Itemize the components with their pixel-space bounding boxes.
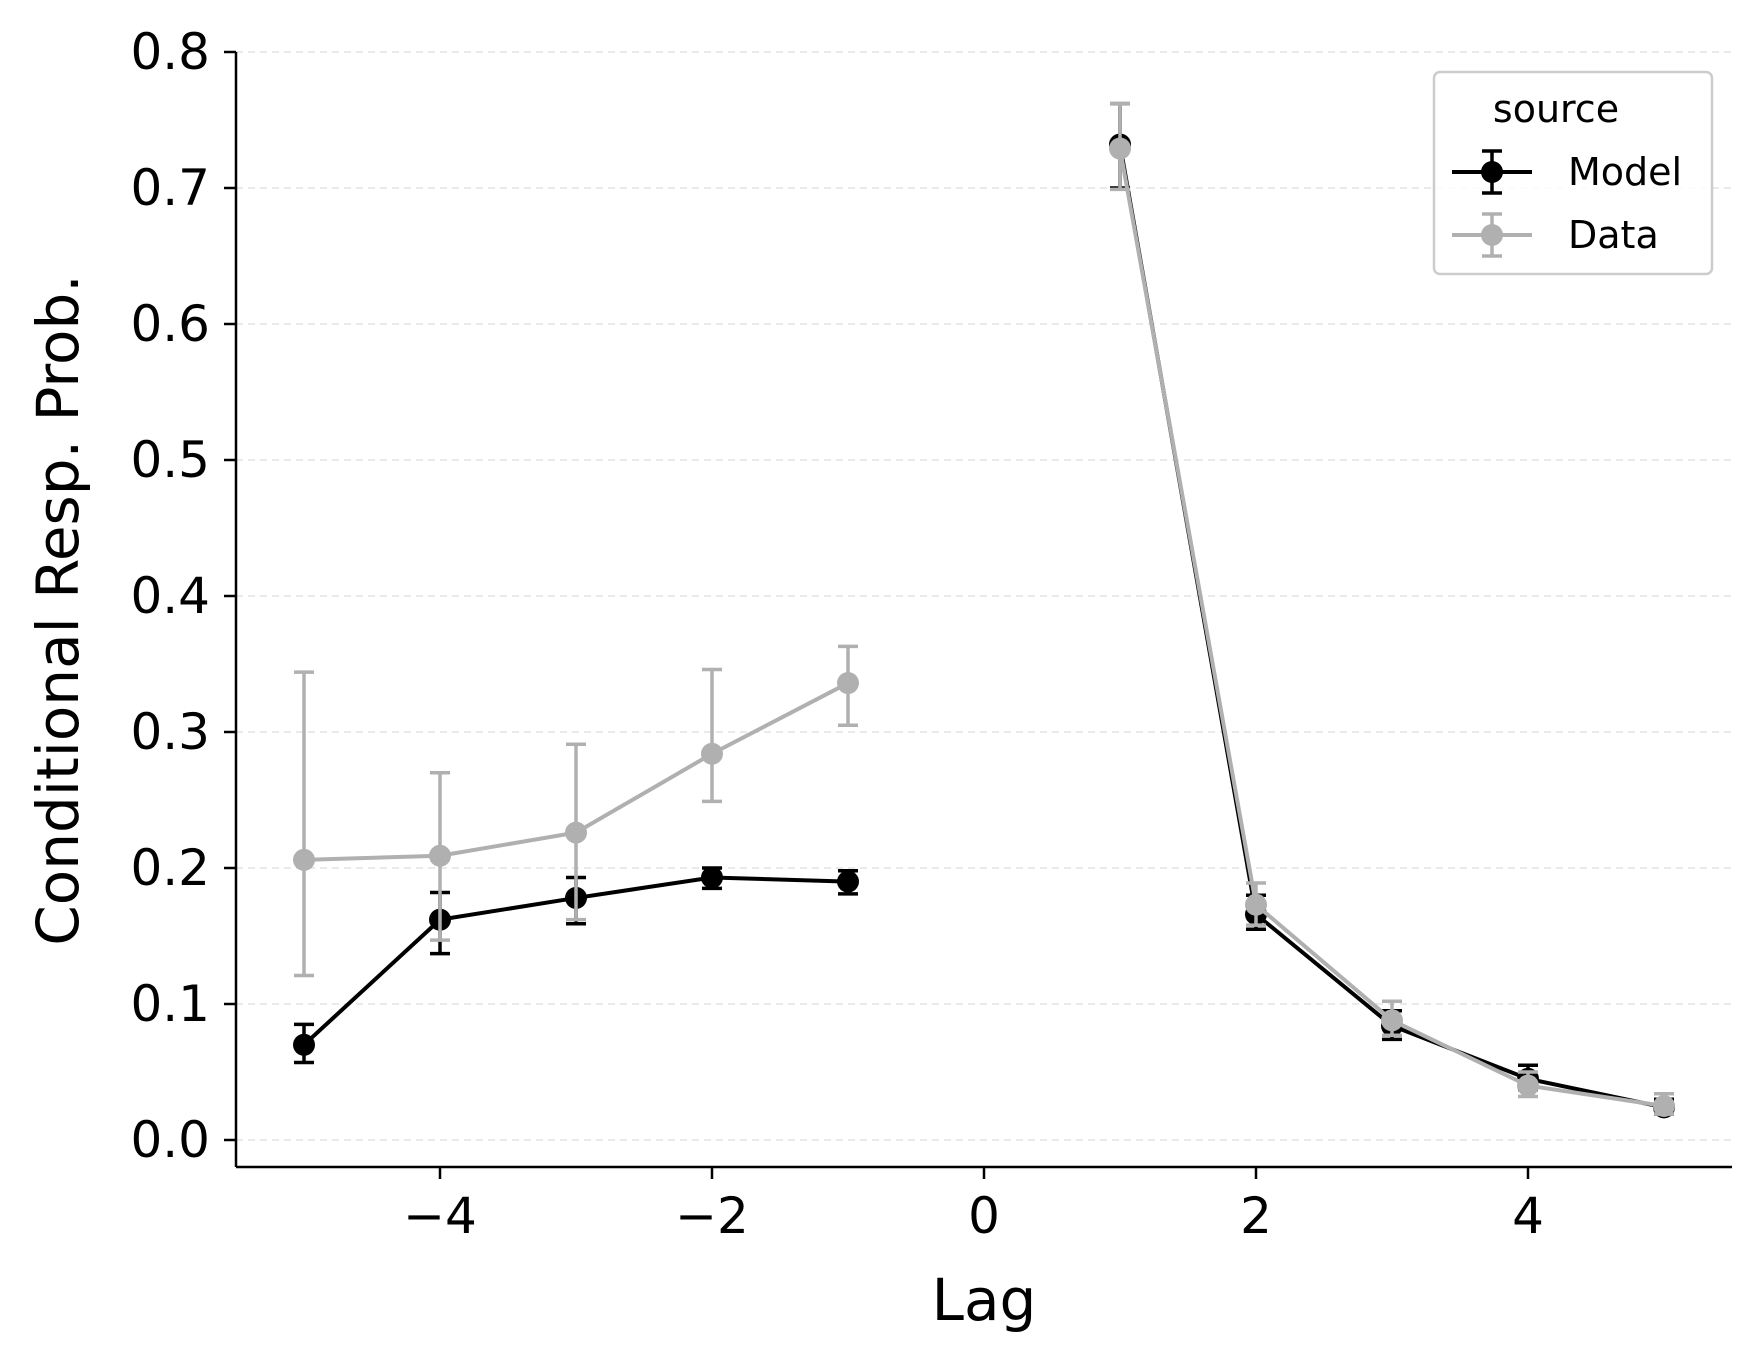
series-data [293,101,1675,1117]
series-line [1118,148,1665,1108]
x-tick-label: 0 [968,1187,1000,1245]
data-point [565,821,587,844]
legend-marker [1481,224,1503,246]
data-point [293,848,315,871]
data-point [837,870,859,893]
legend-marker [1481,161,1503,183]
legend: source Model Data [1432,70,1714,276]
y-tick-label: 0.1 [130,975,210,1033]
data-point [837,672,859,695]
x-tick-label: 4 [1512,1187,1544,1245]
data-point [293,1033,315,1056]
data-point [1245,893,1267,916]
series-line [1118,144,1665,1110]
y-tick-label: 0.6 [130,295,210,353]
y-tick-label: 0.2 [130,839,210,897]
legend-entries: Model Data [1452,149,1682,258]
series-layer [293,101,1675,1119]
y-tick-label: 0.0 [130,1111,210,1169]
y-axis-ticks: 0.0 0.1 0.2 0.3 0.4 0.5 0.6 0.7 0.8 [130,23,236,1169]
data-point [429,844,451,867]
x-tick-label: −2 [675,1187,749,1245]
y-axis-title: Conditional Resp. Prob. [24,274,92,945]
y-tick-label: 0.5 [130,431,210,489]
legend-label: Data [1568,213,1659,257]
y-tick-label: 0.7 [130,159,210,217]
y-tick-label: 0.8 [130,23,210,81]
legend-box [1432,70,1714,276]
data-point [1109,137,1131,160]
data-point [701,742,723,765]
legend-label: Model [1568,150,1682,194]
data-point [1653,1095,1675,1117]
grid-lines [236,51,1732,1141]
x-tick-label: 2 [1240,1187,1272,1245]
y-tick-label: 0.4 [130,567,210,625]
legend-entry-model: Model [1452,149,1682,195]
legend-title: source [1493,87,1619,131]
x-axis-ticks: −4 −2 0 2 4 [403,1167,1544,1245]
x-axis-title: Lag [932,1266,1037,1334]
legend-entry-data: Data [1452,212,1659,258]
data-point [1381,1009,1403,1032]
data-point [1517,1074,1539,1097]
x-tick-label: −4 [403,1187,477,1245]
data-point [701,866,723,889]
y-tick-label: 0.3 [130,703,210,761]
